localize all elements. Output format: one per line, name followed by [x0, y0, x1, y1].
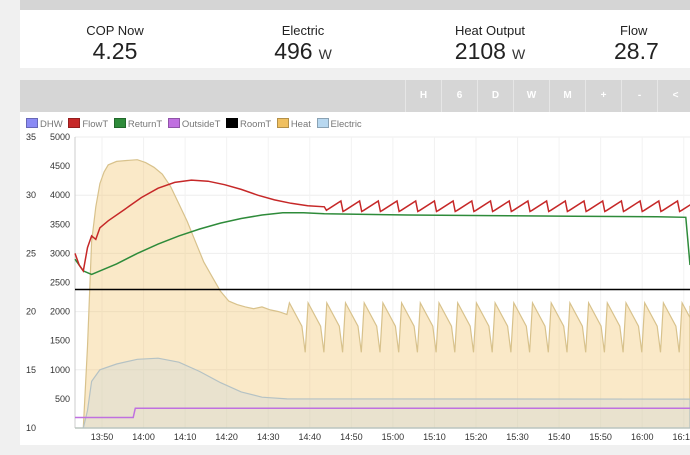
zoom-day-button[interactable]: D	[477, 80, 513, 112]
y-left-tick-label: 15	[26, 365, 36, 375]
legend-item-heat[interactable]: Heat	[276, 118, 311, 130]
legend-swatch	[113, 118, 126, 128]
stat-heat-output: Heat Output 2108 W	[395, 10, 585, 67]
x-tick-label: 14:30	[257, 432, 280, 442]
legend-item-dhw[interactable]: DHW	[26, 118, 63, 130]
legend-label: ReturnT	[127, 119, 163, 130]
series-outsidet	[75, 407, 690, 419]
x-tick-label: 15:50	[589, 432, 612, 442]
stat-unit: W	[511, 46, 526, 62]
chart-toolbar: H 6 D W M + - <	[20, 80, 690, 112]
y-right-tick-label: 4000	[50, 190, 70, 200]
stat-value: 2108	[454, 38, 506, 64]
y-right-tick-label: 1500	[50, 336, 70, 346]
zoom-in-button[interactable]: +	[585, 80, 621, 112]
x-tick-label: 15:30	[506, 432, 529, 442]
x-tick-label: 14:00	[132, 432, 155, 442]
x-tick-label: 14:10	[174, 432, 197, 442]
zoom-month-button[interactable]: M	[549, 80, 585, 112]
legend-label: Electric	[330, 119, 362, 130]
legend-swatch	[276, 118, 289, 128]
y-left-tick-label: 30	[26, 190, 36, 200]
stat-value: 4.25	[92, 38, 138, 64]
series-flowt	[74, 179, 690, 273]
x-tick-label: 13:50	[91, 432, 114, 442]
stat-cop-now: COP Now 4.25	[20, 10, 210, 64]
y-left-tick-label: 25	[26, 248, 36, 258]
x-tick-label: 16:10	[673, 432, 690, 442]
header-strip	[20, 0, 690, 10]
y-left-tick-label: 35	[26, 132, 36, 142]
stat-label: Heat Output	[454, 23, 526, 38]
chart-panel: DHW FlowT ReturnT OutsideT RoomT Heat El…	[20, 112, 690, 445]
y-left-tick-label: 20	[26, 307, 36, 317]
legend-label: FlowT	[82, 119, 109, 130]
stat-unit: W	[318, 46, 332, 62]
x-tick-label: 15:00	[382, 432, 405, 442]
y-right-tick-label: 3000	[50, 248, 70, 258]
x-tick-label: 14:20	[215, 432, 238, 442]
stat-label: Flow	[620, 23, 648, 38]
y-right-tick-label: 2500	[50, 278, 70, 288]
series-heat	[75, 159, 690, 429]
legend-label: OutsideT	[181, 119, 221, 130]
legend-swatch	[68, 118, 81, 128]
legend-label: RoomT	[240, 119, 272, 130]
stat-flow: Flow 28.7	[610, 10, 690, 64]
legend-item-flowt[interactable]: FlowT	[68, 118, 108, 130]
x-tick-label: 15:40	[548, 432, 571, 442]
pan-left-button[interactable]: <	[657, 80, 690, 112]
y-left-tick-label: 10	[26, 423, 36, 433]
x-tick-label: 15:10	[423, 432, 446, 442]
chart-plot[interactable]: 10 15 20 25 30 35 500 1000 1500 2000 2500 3000 3500 4…	[20, 112, 690, 445]
legend-item-returnt[interactable]: ReturnT	[113, 118, 163, 130]
x-tick-label: 16:00	[631, 432, 654, 442]
y-right-tick-label: 500	[55, 394, 70, 404]
legend-swatch	[26, 118, 38, 128]
y-right-tick-label: 2000	[50, 307, 70, 317]
zoom-hour-button[interactable]: H	[405, 80, 441, 112]
series-electric	[75, 357, 690, 429]
x-tick-label: 15:20	[465, 432, 488, 442]
legend-swatch	[226, 118, 239, 128]
legend-item-roomt[interactable]: RoomT	[226, 118, 271, 130]
legend-item-electric[interactable]: Electric	[316, 118, 362, 130]
legend-swatch	[316, 118, 329, 128]
y-right-tick-label: 3500	[50, 219, 70, 229]
x-tick-label: 14:40	[299, 432, 322, 442]
stat-label: Electric	[281, 23, 325, 38]
zoom-week-button[interactable]: W	[513, 80, 549, 112]
legend-label: Heat	[290, 119, 311, 130]
stat-electric: Electric 496 W	[208, 10, 398, 67]
series-returnt	[74, 211, 690, 276]
stat-value: 496	[274, 38, 313, 64]
zoom-out-button[interactable]: -	[621, 80, 657, 112]
stats-panel: COP Now 4.25 Electric 496 W Heat Output 2…	[20, 10, 690, 68]
chart-legend: DHW FlowT ReturnT OutsideT RoomT Heat El…	[26, 118, 365, 132]
stat-value: 28.7	[614, 38, 659, 64]
x-tick-label: 14:50	[340, 432, 363, 442]
stat-label: COP Now	[86, 23, 144, 38]
legend-label: DHW	[40, 119, 63, 130]
y-right-tick-label: 4500	[50, 161, 70, 171]
y-right-tick-label: 1000	[50, 365, 70, 375]
legend-item-outsidet[interactable]: OutsideT	[167, 118, 221, 130]
y-right-tick-label: 5000	[50, 132, 70, 142]
legend-swatch	[167, 118, 180, 128]
zoom-6h-button[interactable]: 6	[441, 80, 477, 112]
